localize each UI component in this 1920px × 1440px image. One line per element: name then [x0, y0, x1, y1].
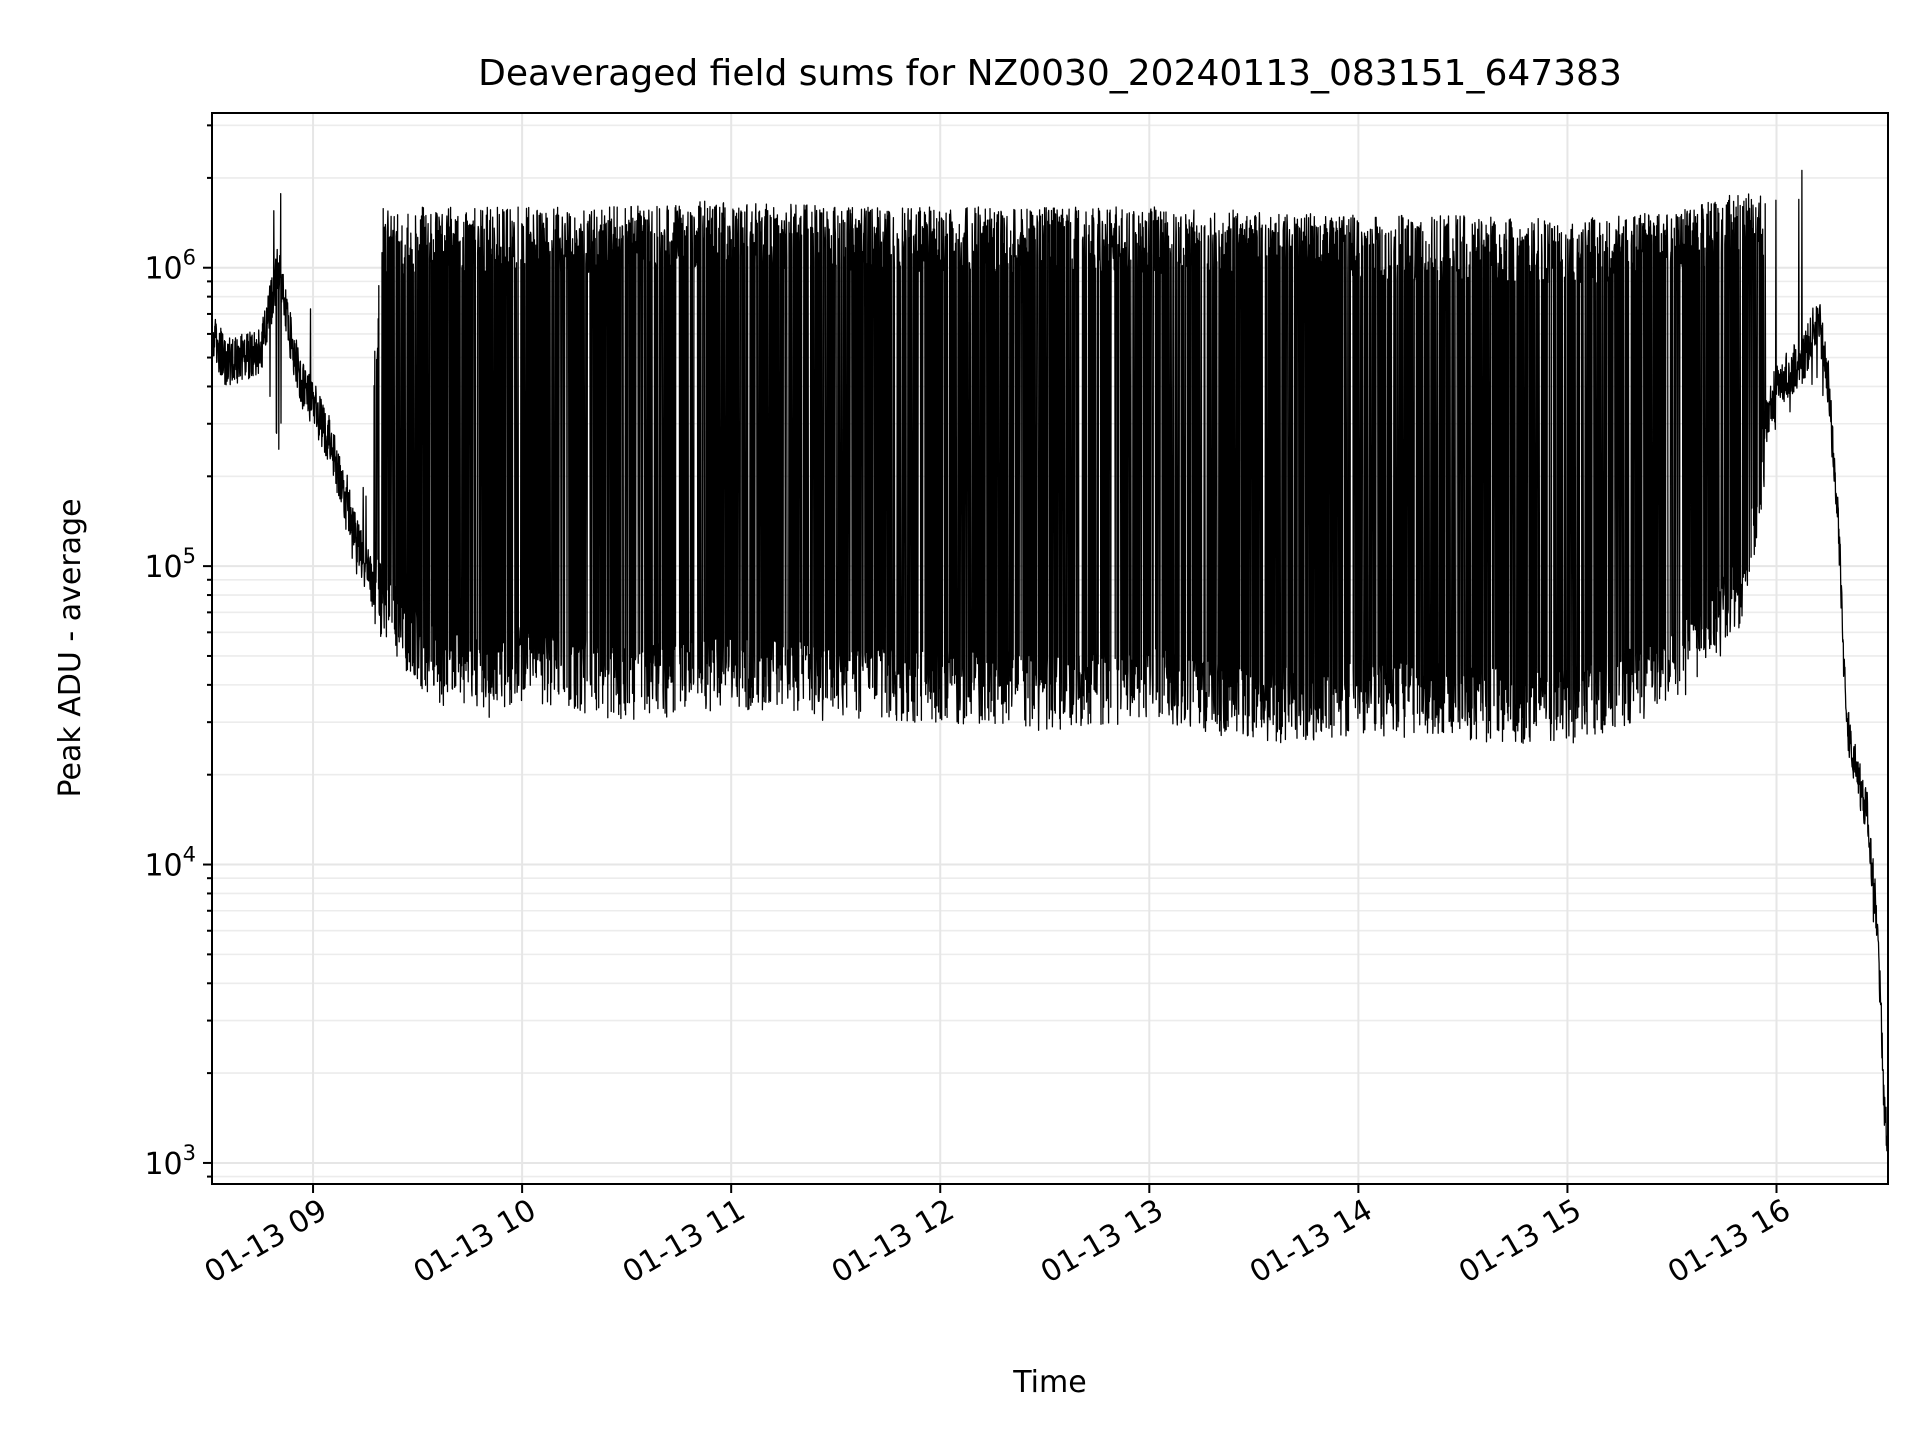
- x-tick-label: 01-13 15: [1453, 1193, 1587, 1291]
- y-tick-label: 106: [144, 246, 196, 287]
- series-line-0: [211, 169, 1889, 1152]
- x-tick-label: 01-13 12: [826, 1193, 960, 1291]
- y-tick-label: 103: [144, 1141, 196, 1182]
- x-tick-label: 01-13 10: [408, 1193, 542, 1291]
- y-tick-exponent: 6: [183, 246, 196, 270]
- x-tick-label: 01-13 14: [1244, 1193, 1378, 1291]
- series-layer: [211, 169, 1889, 1152]
- x-axis: 01-13 09 01-13 10 01-13 11 01-13 12 01-13 13…: [199, 1184, 1796, 1291]
- y-tick-base: 10: [144, 849, 182, 884]
- y-tick-exponent: 4: [183, 843, 196, 867]
- y-tick-base: 10: [144, 550, 182, 585]
- y-axis-label: Peak ADU - average: [53, 498, 88, 797]
- x-tick-label: 01-13 09: [199, 1193, 333, 1291]
- x-axis-label: Time: [1012, 1365, 1086, 1400]
- y-tick-base: 10: [144, 1147, 182, 1182]
- y-tick-base: 10: [144, 252, 182, 287]
- y-tick-label: 104: [144, 843, 196, 884]
- y-tick-exponent: 3: [183, 1141, 196, 1165]
- plot-frame: [211, 112, 1889, 1185]
- x-tick-label: 01-13 13: [1035, 1193, 1169, 1291]
- x-tick-label: 01-13 11: [617, 1193, 751, 1291]
- chart-title: Deaveraged field sums for NZ0030_2024011…: [478, 53, 1622, 94]
- y-tick-label: 105: [144, 544, 196, 585]
- x-tick-label: 01-13 16: [1662, 1193, 1796, 1291]
- y-tick-exponent: 5: [183, 544, 196, 568]
- plot-area: [211, 112, 1889, 1185]
